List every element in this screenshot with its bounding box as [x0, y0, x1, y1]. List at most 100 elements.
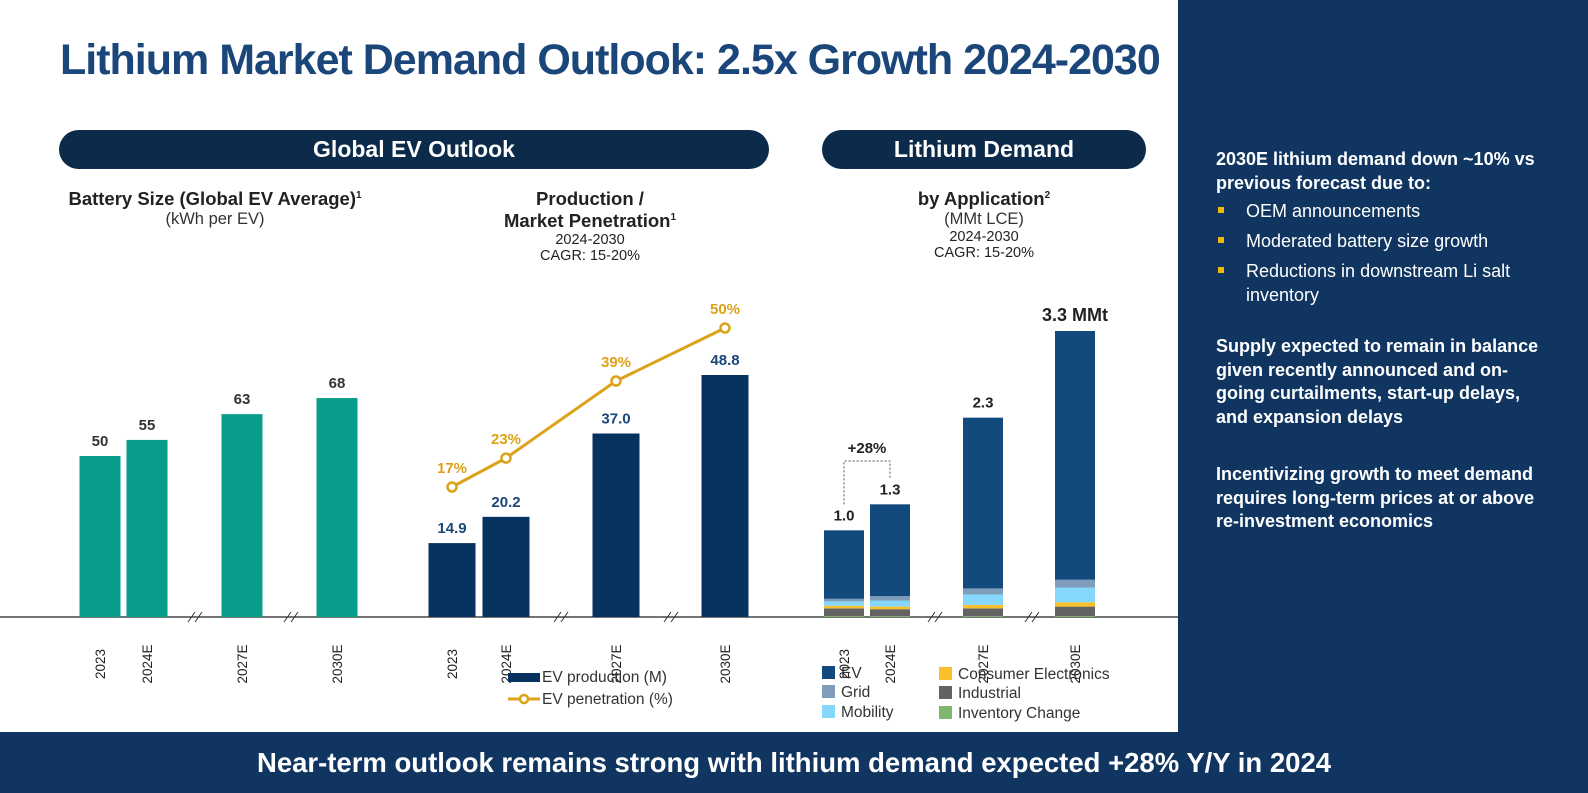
ev-penetration-value-label: 23%: [491, 431, 521, 448]
chart3-subtitle: (MMt LCE): [944, 210, 1024, 228]
lithium-demand-segment-consumer-electronics: [1055, 602, 1095, 607]
battery-size-bar: [316, 398, 358, 617]
growth-annotation-label: +28%: [848, 440, 887, 457]
lithium-demand-segment-inventory-change: [824, 616, 864, 617]
ev-penetration-point: [610, 375, 622, 387]
legend-inventory-change: Inventory Change: [939, 705, 1080, 723]
axis-break-mark: [670, 611, 679, 623]
lithium-demand-segment-grid: [824, 598, 864, 602]
chart1-title: Battery Size (Global EV Average): [68, 188, 356, 209]
lithium-demand-segment-consumer-electronics: [824, 605, 864, 609]
legend-inventory-label: Inventory Change: [958, 705, 1081, 722]
ev-penetration-line: [451, 326, 726, 489]
page-title: Lithium Market Demand Outlook: 2.5x Grow…: [60, 36, 1161, 84]
ev-production-tick-label: 2030E: [718, 644, 733, 683]
lithium-demand-segment-consumer-electronics: [870, 606, 910, 610]
legend-industrial-label: Industrial: [958, 685, 1021, 702]
axis-break-mark: [560, 611, 569, 623]
lithium-demand-tick-label: 2023: [837, 649, 852, 679]
chart2-title-line2: Market Penetration: [503, 210, 671, 231]
chart2-title: Production /: [536, 188, 644, 209]
chart3-period: 2024-2030: [949, 229, 1019, 245]
ev-production-value-label: 48.8: [710, 352, 739, 369]
lithium-demand-segment-consumer-electronics: [963, 604, 1003, 609]
lithium-demand-segment-ev: [1055, 331, 1095, 580]
legend-ev: EV: [822, 665, 862, 683]
axis-break-mark: [927, 611, 936, 623]
legend-grid-label: Grid: [841, 684, 871, 701]
section-header-lithium: Lithium Demand: [822, 130, 1146, 169]
axis-break-mark: [1024, 611, 1033, 623]
sidebar-content: 2030E lithium demand down ~10% vs previo…: [1216, 148, 1556, 534]
legend-swatch-ev: [822, 666, 835, 679]
sidebar-panel: [1178, 0, 1588, 732]
chart3-title: by Application: [917, 188, 1045, 209]
lithium-demand-segment-mobility: [963, 594, 1003, 605]
lithium-demand-segment-inventory-change: [1055, 616, 1095, 617]
lithium-demand-tick-label: 2027E: [976, 644, 991, 683]
charts-canvas: 50 2023 55 2024E 63 2027E 68 2030E 14.9 2023 20.2 2…: [0, 301, 1178, 684]
ev-penetration-value-label: 39%: [601, 354, 631, 371]
legend-mobility-label: Mobility: [841, 704, 894, 721]
legend-swatch-grid: [822, 685, 835, 698]
chart2-title-block: Production / Market Penetration1 2024-20…: [440, 188, 740, 264]
lithium-demand-segment-industrial: [824, 608, 864, 617]
lithium-demand-total-label: 3.3 MMt: [1042, 305, 1108, 325]
battery-size-tick-label: 2024E: [140, 644, 155, 683]
legend-line-swatch: [508, 693, 540, 705]
legend-mobility: Mobility: [822, 704, 894, 722]
lithium-demand-segment-inventory-change: [963, 616, 1003, 617]
footer-banner: Near-term outlook remains strong with li…: [0, 732, 1588, 793]
battery-size-value-label: 68: [329, 375, 346, 392]
chart3-title-block: by Application2 (MMt LCE) 2024-2030 CAGR…: [834, 188, 1134, 261]
lithium-demand-segment-grid: [1055, 579, 1095, 588]
chart1-subtitle: (kWh per EV): [165, 210, 265, 228]
ev-penetration-value-label: 50%: [710, 301, 740, 318]
lithium-demand-segment-grid: [870, 596, 910, 601]
lithium-demand-total-label: 2.3: [973, 395, 994, 412]
growth-bracket: [843, 460, 891, 505]
ev-production-value-label: 37.0: [601, 411, 630, 428]
chart1-footnote: 1: [355, 189, 362, 201]
legend-ev-production: EV production (M): [508, 669, 667, 687]
ev-penetration-point: [500, 452, 512, 464]
legend-consumer-electronics: Consumer Electronics: [939, 666, 1110, 684]
legend-swatch-inventory: [939, 706, 952, 719]
lithium-demand-segment-industrial: [870, 609, 910, 617]
battery-size-bar: [126, 439, 168, 617]
battery-size-bar: [221, 414, 263, 617]
chart2-footnote: 1: [670, 211, 677, 223]
battery-size-value-label: 55: [139, 417, 156, 434]
legend-ev-production-label: EV production (M): [542, 669, 667, 686]
legend-industrial: Industrial: [939, 685, 1021, 703]
chart2-cagr: CAGR: 15-20%: [540, 248, 640, 264]
battery-size-tick-label: 2027E: [235, 644, 250, 683]
lithium-demand-total-label: 1.0: [834, 507, 855, 524]
sidebar-bullet-list: OEM announcements Moderated battery size…: [1216, 199, 1556, 307]
sidebar-paragraph-supply: Supply expected to remain in balance giv…: [1216, 336, 1539, 427]
legend-bar-swatch: [508, 673, 540, 682]
axis-break-mark: [194, 611, 203, 623]
sidebar-heading: 2030E lithium demand down ~10% vs previo…: [1216, 149, 1535, 193]
lithium-demand-segment-ev: [824, 530, 864, 599]
legend-ev-label: EV: [841, 665, 862, 682]
axis-break-mark: [1031, 611, 1040, 623]
chart3-cagr: CAGR: 15-20%: [934, 245, 1034, 261]
lithium-demand-tick-label: 2030E: [1068, 644, 1083, 683]
chart1-title-block: Battery Size (Global EV Average)1 (kWh p…: [40, 188, 390, 229]
ev-production-tick-label: 2027E: [609, 644, 624, 683]
legend-swatch-industrial: [939, 686, 952, 699]
battery-size-value-label: 63: [234, 391, 251, 408]
legend-swatch-mobility: [822, 705, 835, 718]
legend-grid: Grid: [822, 684, 870, 702]
lithium-demand-tick-label: 2024E: [883, 644, 898, 683]
ev-production-value-label: 14.9: [437, 520, 466, 537]
ev-production-bar: [482, 516, 530, 617]
section-header-ev: Global EV Outlook: [59, 130, 769, 169]
sidebar-bullet: Moderated battery size growth: [1216, 229, 1556, 253]
legend-swatch-consumer: [939, 667, 952, 680]
sidebar-paragraph-incentivizing: Incentivizing growth to meet demand requ…: [1216, 464, 1535, 531]
axis-break-mark: [663, 611, 672, 623]
ev-production-value-label: 20.2: [491, 494, 520, 511]
battery-size-tick-label: 2023: [93, 649, 108, 679]
